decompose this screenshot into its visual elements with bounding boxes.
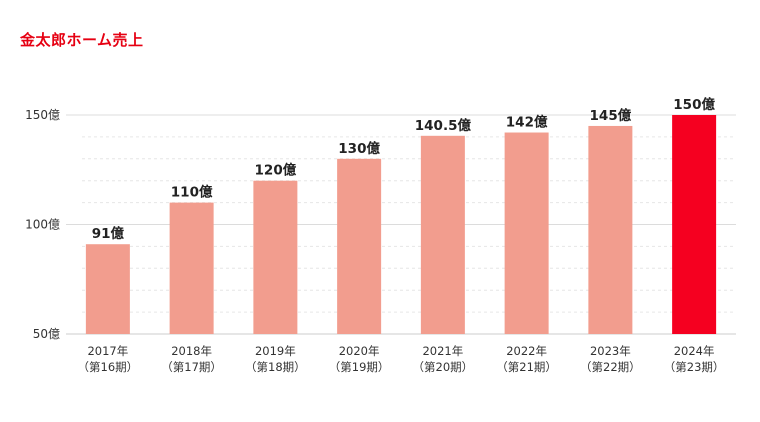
- x-tick-label-period: （第17期）: [161, 360, 222, 374]
- data-label: 150億: [673, 96, 715, 113]
- x-tick-label-period: （第23期）: [664, 360, 725, 374]
- x-tick-label-year: 2018年: [171, 344, 212, 358]
- bar: [337, 158, 382, 334]
- data-label: 130億: [338, 140, 380, 157]
- bar: [85, 244, 130, 334]
- bar: [253, 180, 298, 334]
- bar: [504, 132, 549, 334]
- x-tick-label-period: （第16期）: [78, 360, 139, 374]
- x-tick-label-period: （第19期）: [329, 360, 390, 374]
- data-label: 145億: [590, 107, 632, 124]
- x-tick-label-year: 2023年: [590, 344, 631, 358]
- chart-title: 金太郎ホーム売上: [20, 31, 144, 49]
- x-tick-label-period: （第20期）: [413, 360, 474, 374]
- data-label: 142億: [506, 114, 548, 131]
- x-tick-label-year: 2020年: [339, 344, 380, 358]
- bar: [588, 125, 633, 334]
- x-tick-label-period: （第22期）: [580, 360, 641, 374]
- bar: [169, 202, 214, 334]
- bar: [672, 115, 717, 334]
- data-label: 120億: [255, 162, 297, 179]
- data-label: 140.5億: [415, 117, 472, 134]
- bar: [420, 135, 465, 334]
- x-tick-label-year: 2024年: [674, 344, 715, 358]
- x-tick-label-year: 2021年: [422, 344, 463, 358]
- y-tick-label: 150億: [25, 108, 60, 122]
- x-tick-label-year: 2019年: [255, 344, 296, 358]
- x-tick-label-period: （第21期）: [496, 360, 557, 374]
- data-label: 110億: [171, 184, 213, 201]
- x-tick-label-year: 2017年: [87, 344, 128, 358]
- x-tick-label-year: 2022年: [506, 344, 547, 358]
- x-tick-label-period: （第18期）: [245, 360, 306, 374]
- y-tick-label: 50億: [33, 327, 60, 341]
- y-tick-label: 100億: [25, 218, 60, 232]
- data-label: 91億: [92, 225, 125, 242]
